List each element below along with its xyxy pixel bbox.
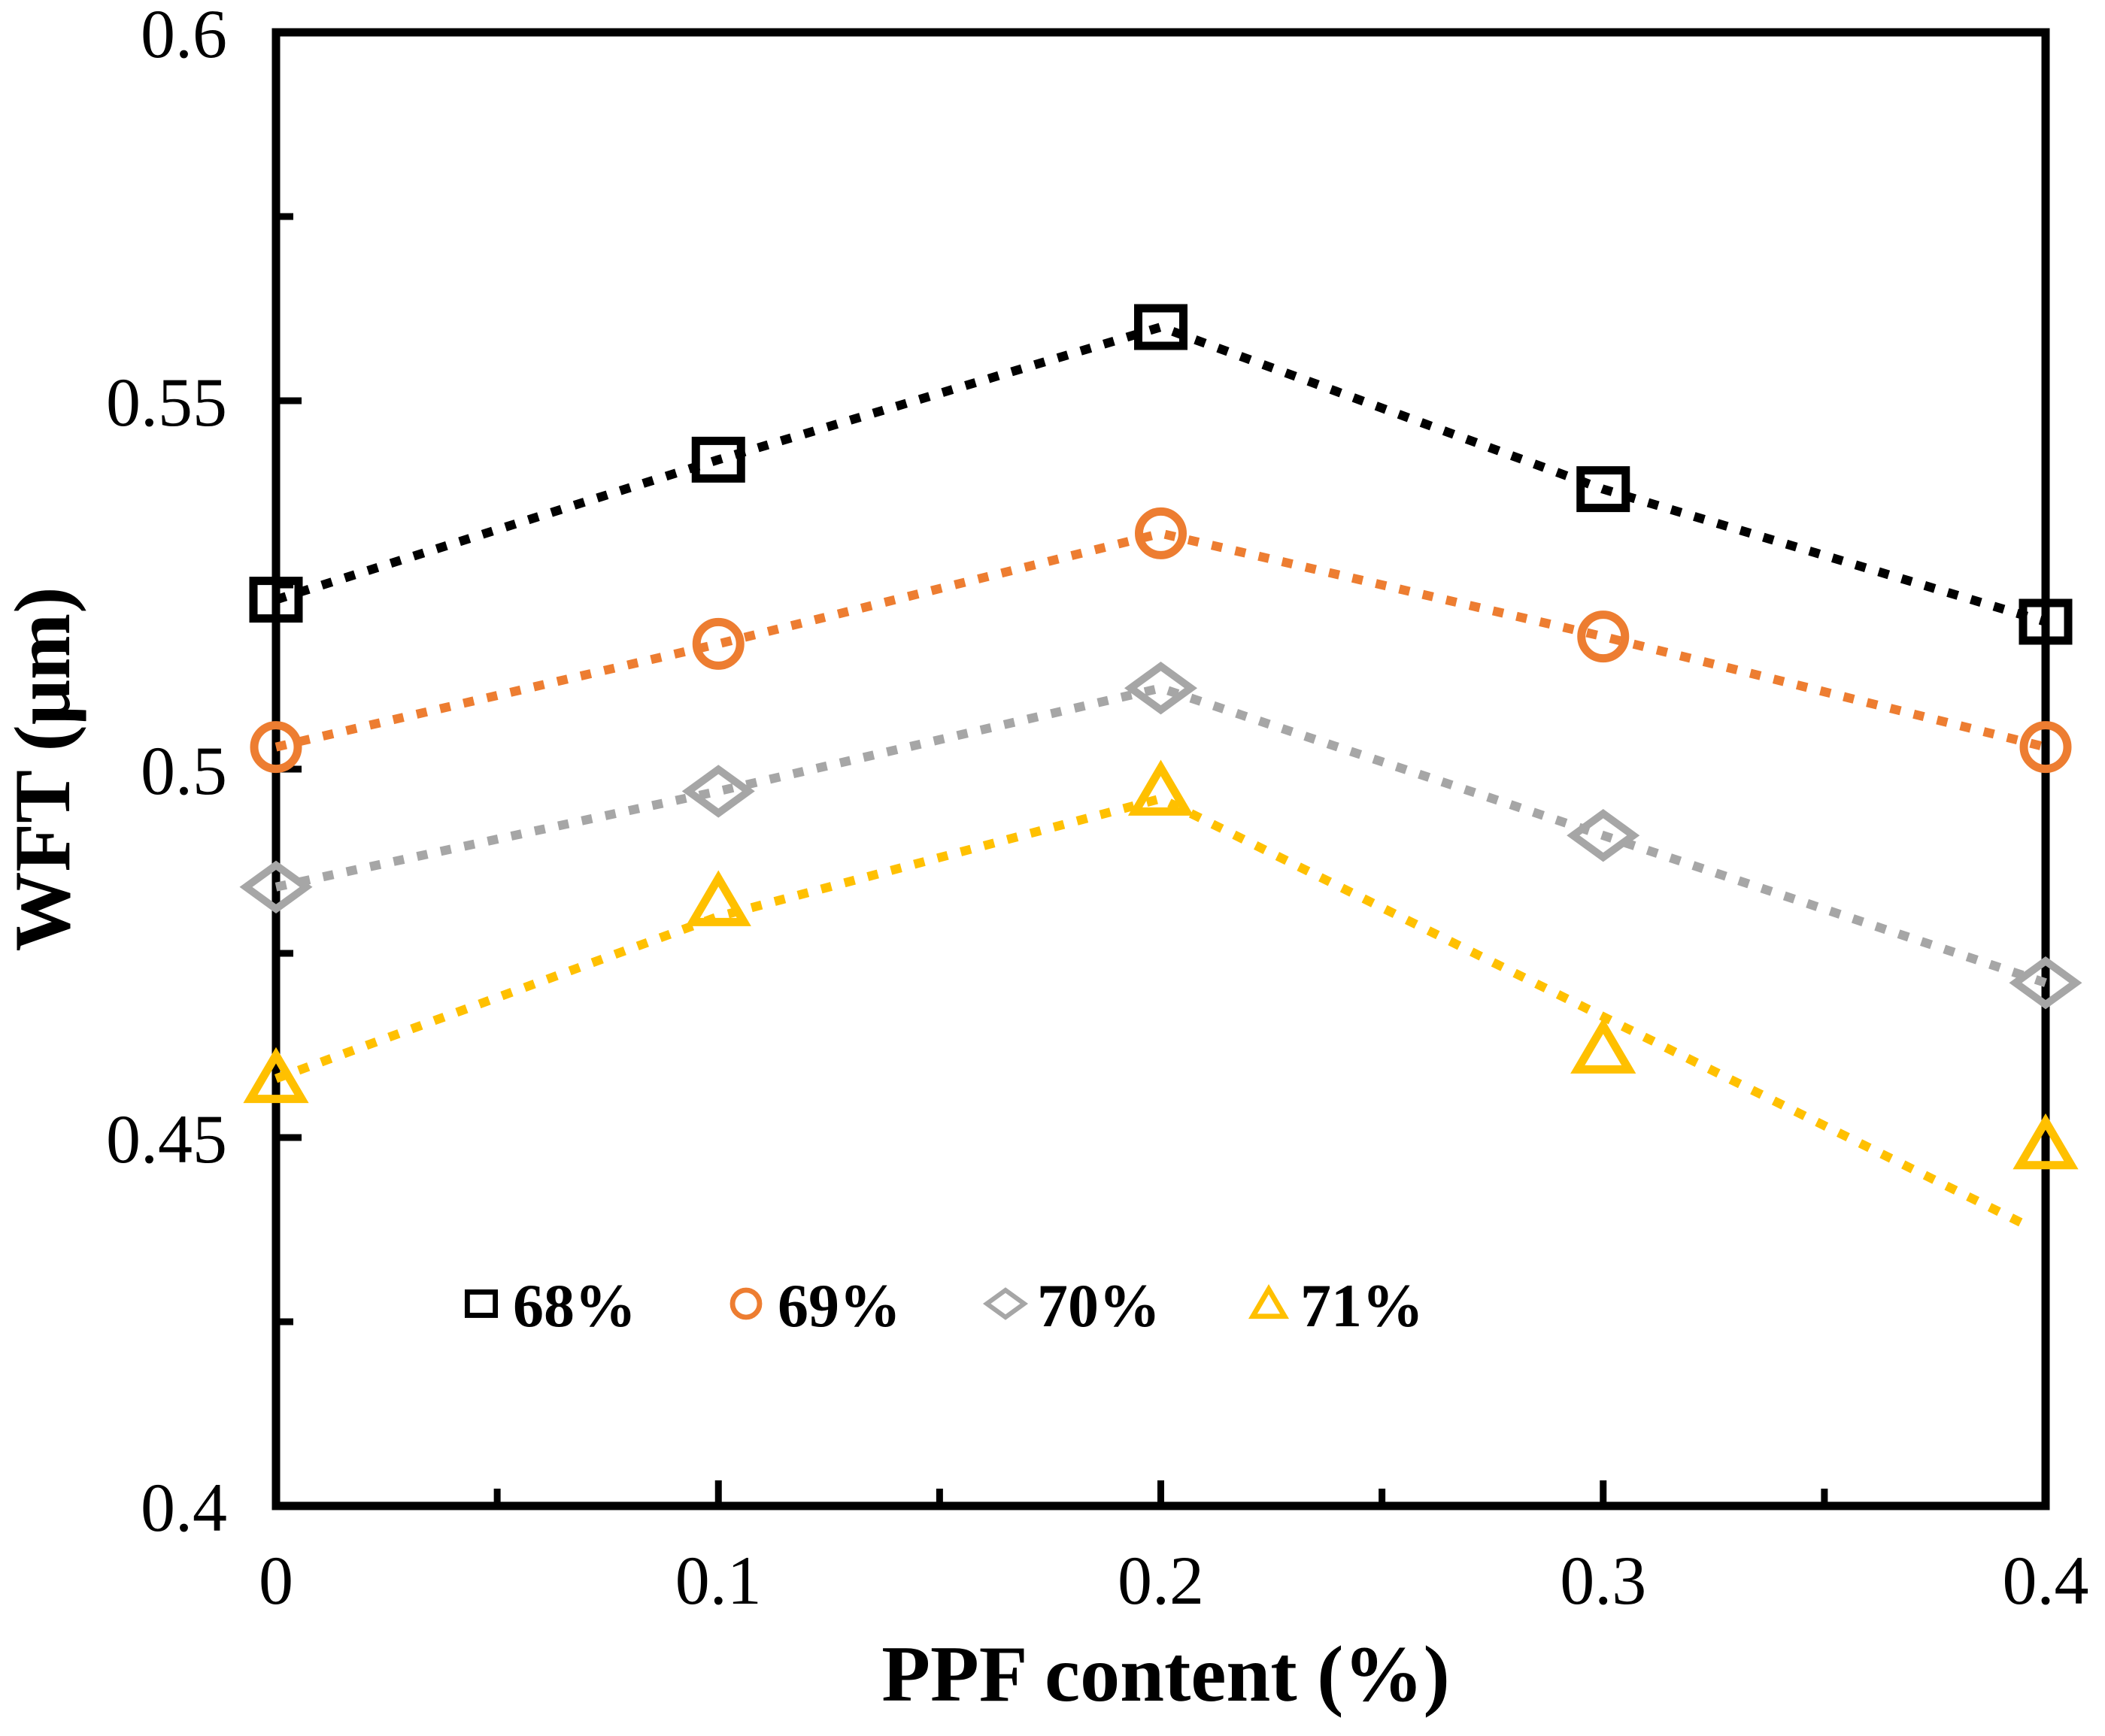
circle-marker [1577,610,1630,663]
triangle-marker [1248,1284,1290,1319]
x-tick-label: 0.1 [675,1542,762,1619]
series-layer [239,304,2082,1230]
series-line [274,322,2047,626]
circle-marker [729,1287,763,1320]
triangle-marker [1570,1017,1636,1074]
legend-item-71%: 71% [1248,1271,1424,1340]
square-marker [691,436,745,483]
y-tick-label: 0.4 [141,1469,227,1546]
legend-item-69%: 69% [729,1271,901,1340]
square-marker [464,1289,499,1318]
square-marker [1134,304,1187,350]
square-marker [249,577,303,623]
x-tick-label: 0 [259,1542,293,1619]
diamond-marker [1124,662,1198,715]
circle-marker [1135,507,1187,559]
series-line [274,683,2047,987]
square-marker [2019,598,2073,645]
series-line [274,793,2031,1230]
y-tick-label: 0.6 [141,0,227,72]
diamond-marker [982,1287,1029,1320]
circle-marker [2019,721,2072,774]
y-tick-label: 0.5 [141,732,227,809]
y-axis: 0.6 0.55 0.5 0.45 0.4 [106,0,302,1546]
y-tick-label: 0.55 [106,364,227,441]
x-axis-title: PPF content (%) [881,1630,1450,1718]
series-71% [243,759,2079,1230]
circle-marker [250,721,302,774]
legend-item-68%: 68% [464,1271,636,1340]
legend: 68% 69% 70% 71% [464,1271,1424,1340]
legend-label: 70% [1037,1271,1160,1340]
y-tick-label: 0.45 [106,1101,227,1177]
x-tick-label: 0.3 [1560,1542,1646,1619]
series-70% [239,662,2082,1010]
diamond-marker [681,765,755,818]
x-axis: 0 0.1 0.2 0.3 0.4 [259,1480,2089,1619]
series-68% [249,304,2073,645]
square-marker [1576,466,1630,513]
x-tick-label: 0.2 [1118,1542,1204,1619]
diamond-marker [1567,809,1640,862]
series-line [274,529,2047,752]
legend-label: 71% [1300,1271,1424,1340]
legend-label: 68% [513,1271,636,1340]
triangle-marker [2012,1113,2079,1170]
legend-label: 69% [778,1271,901,1340]
x-tick-label: 0.4 [2003,1542,2089,1619]
circle-marker [692,617,745,670]
series-69% [250,507,2072,774]
triangle-marker [243,1047,309,1104]
diamond-marker [239,860,313,913]
triangle-marker [1127,759,1194,816]
y-axis-title: WFT (μm) [0,586,86,951]
legend-item-70%: 70% [982,1271,1160,1340]
diamond-marker [2009,956,2082,1010]
triangle-marker [685,870,751,926]
